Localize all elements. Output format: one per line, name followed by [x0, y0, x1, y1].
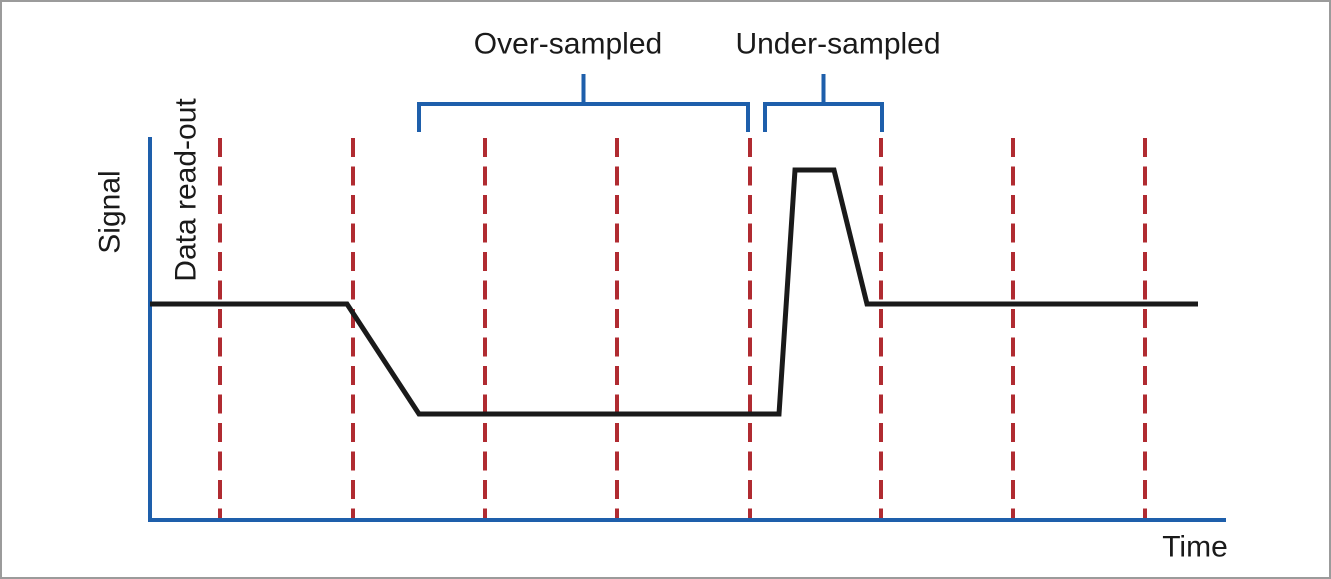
annotation-brackets [417, 74, 884, 132]
signal-trace [150, 167, 1198, 417]
over-sampled-bracket [417, 74, 750, 132]
over-sampled-label: Over-sampled [473, 27, 663, 61]
readout-sample-lines [218, 138, 1147, 518]
axes [148, 137, 1226, 522]
data-readout-label: Data read-out [169, 98, 203, 282]
y-axis-label: Signal [93, 170, 127, 254]
under-sampled-label: Under-sampled [735, 27, 941, 61]
x-axis-label: Time [1162, 530, 1228, 564]
under-sampled-bracket [763, 74, 884, 132]
